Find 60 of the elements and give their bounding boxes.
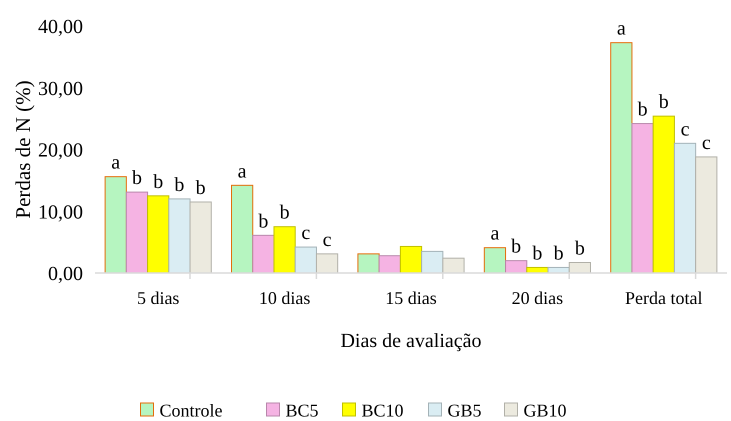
legend-label: GB10 [524, 400, 567, 420]
data-label: b [554, 242, 564, 264]
data-label: b [258, 210, 268, 232]
bar [273, 226, 296, 274]
legend-label: BC5 [286, 400, 319, 420]
legend-label: GB5 [448, 400, 482, 420]
data-label: b [132, 167, 142, 190]
y-tick-label: 40,00 [38, 16, 83, 38]
data-label: a [111, 152, 120, 174]
data-label: c [322, 228, 332, 251]
x-axis-title: Dias de avaliação [340, 330, 482, 352]
bar [442, 258, 465, 274]
bar [610, 42, 632, 274]
y-tick-label: 10,00 [38, 201, 83, 224]
data-label: b [638, 98, 648, 121]
bar [126, 192, 148, 274]
bar [484, 247, 506, 274]
y-axis-title: Perdas de N (%) [11, 80, 35, 219]
bar [190, 201, 212, 274]
data-label: b [532, 242, 542, 264]
bar [652, 116, 675, 274]
y-tick-label: 20,00 [38, 140, 83, 162]
data-label: c [680, 118, 690, 140]
bar [695, 156, 718, 274]
data-label: b [658, 91, 669, 114]
data-label: c [702, 132, 711, 154]
bar [674, 142, 696, 274]
data-label: b [153, 170, 164, 193]
data-label: a [616, 18, 626, 40]
bar [631, 123, 654, 274]
x-tick-label: 5 dias [136, 288, 180, 308]
data-label: b [196, 176, 206, 199]
y-tick-label: 30,00 [38, 78, 83, 100]
data-label: c [301, 222, 310, 244]
bar [421, 250, 444, 274]
bar [231, 184, 254, 274]
bar [104, 176, 127, 274]
x-tick-label: 15 dias [385, 288, 437, 308]
bar [252, 234, 274, 274]
x-tick-label: Perda total [625, 288, 703, 308]
bar [168, 198, 191, 274]
data-label: b [511, 236, 522, 258]
legend-label: Controle [160, 400, 222, 420]
data-label: b [280, 202, 290, 224]
bar [294, 246, 317, 274]
bar [147, 195, 170, 274]
data-label: a [238, 160, 247, 182]
bar [400, 246, 422, 274]
y-tick-label: 0,00 [48, 263, 83, 285]
bar [357, 253, 380, 274]
x-tick-label: 10 dias [258, 288, 310, 308]
data-label: b [174, 174, 184, 196]
legend-label: BC10 [362, 400, 404, 420]
bar [568, 262, 591, 274]
bar [505, 260, 528, 274]
data-label: a [490, 222, 500, 245]
data-label: b [574, 238, 585, 260]
bar [378, 255, 401, 274]
bar [316, 253, 338, 274]
x-tick-label: 20 dias [512, 288, 564, 308]
